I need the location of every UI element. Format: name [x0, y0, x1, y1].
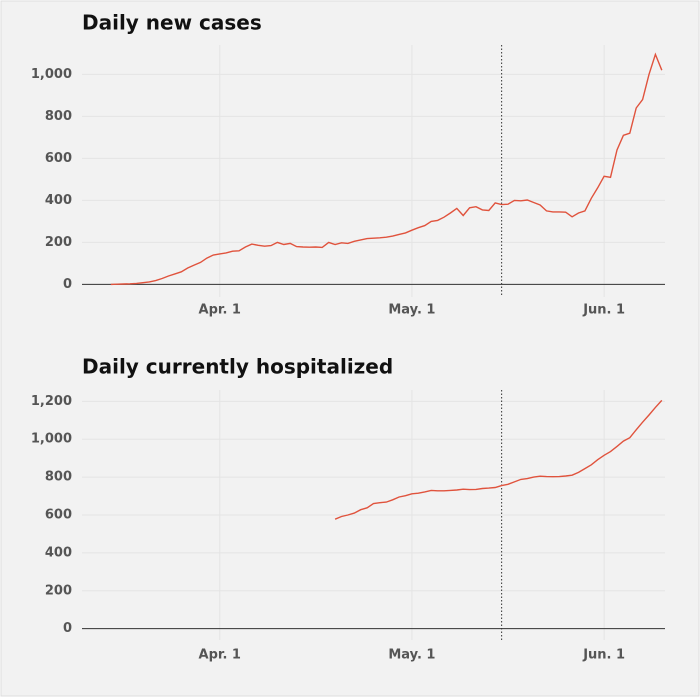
y-tick-label: 0: [63, 277, 72, 292]
y-tick-label: 1,200: [31, 394, 72, 409]
x-tick-label: Apr. 1: [199, 303, 241, 318]
x-tick-label: May. 1: [388, 303, 435, 318]
y-tick-label: 800: [45, 470, 72, 485]
y-tick-label: 600: [45, 508, 72, 523]
y-tick-label: 0: [63, 621, 72, 636]
y-tick-label: 1,000: [31, 67, 72, 82]
chart-title: Daily new cases: [82, 11, 262, 35]
x-tick-label: Apr. 1: [199, 648, 241, 663]
y-tick-label: 1,000: [31, 432, 72, 447]
chart-title: Daily currently hospitalized: [82, 355, 393, 379]
y-tick-label: 800: [45, 109, 72, 124]
y-tick-label: 400: [45, 545, 72, 560]
data-line: [110, 52, 663, 286]
x-tick-label: Jun. 1: [582, 648, 625, 663]
data-line: [334, 399, 663, 520]
x-tick-label: May. 1: [388, 648, 435, 663]
y-tick-label: 600: [45, 151, 72, 166]
y-tick-label: 200: [45, 235, 72, 250]
y-tick-label: 200: [45, 583, 72, 598]
x-tick-label: Jun. 1: [582, 303, 625, 318]
y-tick-label: 400: [45, 193, 72, 208]
